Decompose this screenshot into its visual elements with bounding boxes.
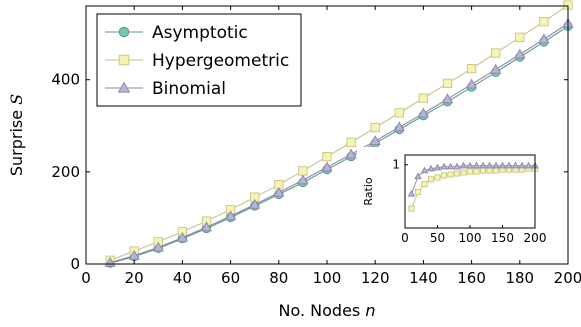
data-point-triangle: [152, 241, 164, 252]
data-point-square: [322, 152, 332, 162]
x-tick-label: 160: [457, 269, 486, 287]
inset-point-triangle: [485, 161, 494, 169]
inset-point-triangle: [459, 161, 468, 169]
legend: Asymptotic Hypergeometric Binomial: [96, 13, 302, 107]
x-tick-label: 100: [313, 269, 342, 287]
x-tick-label: 20: [125, 269, 144, 287]
x-tick-label: 80: [269, 269, 288, 287]
data-point-triangle: [224, 210, 237, 221]
inset-point-triangle: [427, 164, 435, 172]
data-point-triangle: [249, 198, 261, 209]
data-point-triangle: [321, 161, 333, 172]
data-point-square: [466, 64, 477, 74]
inset-point-triangle: [414, 172, 422, 180]
main-axis-ticks: 0 20 40 60 80 100 120 140 160 180 200 0 200 400: [51, 6, 581, 287]
legend-entry-label: Asymptotic: [152, 23, 248, 43]
inset-y-tick-label: 1: [392, 158, 400, 172]
data-point-square: [346, 137, 356, 148]
inset-background: [357, 147, 549, 252]
inset-x-tick-label: 100: [459, 231, 482, 245]
inset-y-axis-label: Ratio: [362, 177, 375, 206]
inset-point-square: [460, 169, 467, 176]
data-point-square: [418, 93, 429, 103]
inset-series: [407, 161, 539, 212]
inset-point-triangle: [498, 161, 507, 169]
inset-point-square: [492, 167, 500, 174]
inset-point-square: [421, 181, 428, 188]
data-point-triangle: [465, 78, 478, 89]
inset-point-square: [453, 170, 461, 177]
legend-entry-label: Hypergeometric: [152, 51, 289, 71]
inset-point-triangle: [524, 161, 533, 169]
data-point-triangle: [369, 135, 381, 146]
x-tick-label: 40: [173, 269, 192, 287]
y-tick-label: 400: [51, 71, 80, 89]
inset-x-tick-label: 50: [430, 231, 445, 245]
legend-marker-circle: [118, 26, 130, 38]
data-point-square: [539, 17, 549, 27]
inset-point-triangle: [472, 161, 481, 169]
inset-point-triangle: [511, 161, 520, 169]
inset-point-triangle: [420, 166, 429, 174]
legend-marker-square: [118, 54, 130, 66]
inset-point-triangle: [446, 162, 455, 170]
x-tick-label: 200: [554, 269, 581, 287]
data-point-triangle: [441, 93, 454, 104]
inset-point-square: [414, 188, 422, 196]
data-point-triangle: [417, 107, 430, 118]
data-point-square: [370, 122, 380, 133]
inset-point-triangle: [492, 161, 500, 169]
x-tick-label: 120: [361, 269, 390, 287]
inset-point-square: [427, 176, 435, 183]
y-tick-label: 200: [51, 163, 80, 181]
inset-point-square: [408, 205, 415, 212]
inset-point-triangle: [466, 161, 474, 169]
inset-point-square: [440, 172, 448, 179]
data-point-triangle: [393, 121, 405, 132]
inset-point-triangle: [479, 161, 487, 169]
inset-x-tick-label: 0: [401, 231, 409, 245]
inset-point-triangle: [433, 163, 442, 171]
inset-point-square: [486, 167, 493, 174]
inset-x-tick-label: 150: [491, 231, 514, 245]
inset-point-triangle: [407, 190, 416, 197]
data-point-square: [442, 78, 453, 89]
data-point-triangle: [273, 186, 285, 197]
data-point-triangle: [345, 148, 357, 159]
inset-point-square: [447, 171, 454, 178]
data-point-square: [515, 32, 525, 42]
inset-axis-ticks: 0 50 100 150 200 1: [392, 158, 546, 245]
y-tick-label: 0: [70, 255, 80, 273]
main-plot-series: [104, 0, 574, 268]
data-point-triangle: [200, 221, 213, 232]
inset-point-triangle: [518, 161, 526, 169]
x-tick-label: 60: [221, 269, 240, 287]
data-point-triangle: [538, 33, 550, 44]
x-axis-label: No. Nodes n: [279, 301, 376, 320]
x-tick-label: 0: [81, 269, 91, 287]
data-point-triangle: [128, 249, 140, 260]
data-point-square: [298, 166, 308, 176]
data-point-triangle: [297, 174, 309, 185]
inset-point-triangle: [440, 162, 448, 170]
inset-point-triangle: [505, 161, 513, 169]
inset-x-tick-label: 200: [524, 231, 547, 245]
legend-entry-label: Binomial: [152, 79, 226, 99]
x-tick-label: 140: [409, 269, 438, 287]
inset-point-triangle: [453, 162, 461, 170]
data-point-triangle: [176, 232, 189, 242]
inset-point-square: [473, 168, 480, 175]
inset-ratio-plot: 0 50 100 150 200 1 Ratio: [357, 147, 549, 252]
data-point-square: [491, 48, 501, 58]
data-point-triangle: [490, 63, 502, 74]
data-point-square: [394, 108, 404, 118]
x-tick-label: 180: [505, 269, 534, 287]
legend-marker-triangle: [117, 81, 131, 93]
inset-point-square: [479, 167, 487, 174]
inset-point-square: [434, 174, 441, 181]
y-axis-label: Surprise S: [7, 94, 26, 176]
data-point-triangle: [514, 48, 526, 59]
inset-point-square: [466, 168, 474, 175]
